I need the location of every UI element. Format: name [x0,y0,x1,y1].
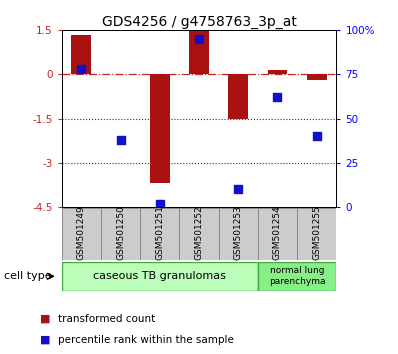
Bar [179,208,219,260]
Bar [189,30,209,74]
Bar [62,208,101,260]
Bar [258,208,297,260]
Bar [258,262,336,291]
Bar [140,208,179,260]
Text: ■: ■ [40,314,50,324]
Point [196,36,202,42]
Bar [62,262,258,291]
Bar [101,208,140,260]
Point [156,201,163,206]
Bar [297,208,336,260]
Text: GSM501255: GSM501255 [312,206,321,261]
Point [78,66,84,72]
Bar [150,74,170,183]
Text: ■: ■ [40,335,50,345]
Point [235,187,242,192]
Text: GSM501254: GSM501254 [273,206,282,260]
Bar [219,208,258,260]
Title: GDS4256 / g4758763_3p_at: GDS4256 / g4758763_3p_at [101,15,297,29]
Text: caseous TB granulomas: caseous TB granulomas [94,271,226,281]
Bar [72,34,91,74]
Text: percentile rank within the sample: percentile rank within the sample [58,335,234,345]
Text: GSM501251: GSM501251 [155,206,164,261]
Text: GSM501250: GSM501250 [116,206,125,261]
Point [117,137,124,143]
Point [314,133,320,139]
Bar [307,74,326,80]
Text: cell type: cell type [4,271,52,281]
Text: transformed count: transformed count [58,314,155,324]
Text: GSM501249: GSM501249 [77,206,86,260]
Text: GSM501253: GSM501253 [234,206,243,261]
Bar [268,70,287,74]
Text: normal lung
parenchyma: normal lung parenchyma [269,266,325,286]
Bar [228,74,248,119]
Text: GSM501252: GSM501252 [195,206,203,260]
Point [274,95,281,100]
